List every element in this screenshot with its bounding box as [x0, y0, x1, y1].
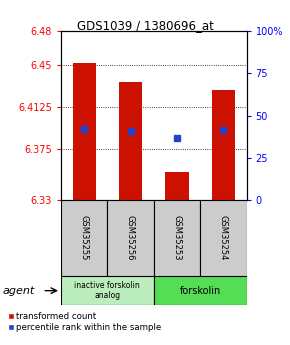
Text: GSM35254: GSM35254 [219, 215, 228, 261]
Text: GSM35255: GSM35255 [79, 215, 89, 261]
Bar [200, 200, 246, 276]
Text: forskolin: forskolin [180, 286, 221, 296]
Text: inactive forskolin
analog: inactive forskolin analog [75, 281, 140, 300]
Text: GSM35253: GSM35253 [172, 215, 182, 261]
Bar [154, 276, 246, 305]
Text: agent: agent [3, 286, 35, 296]
Bar [61, 276, 154, 305]
Bar [119, 82, 142, 200]
Text: GDS1039 / 1380696_at: GDS1039 / 1380696_at [77, 19, 213, 32]
Bar [165, 172, 188, 200]
Bar [212, 90, 235, 200]
Text: GSM35256: GSM35256 [126, 215, 135, 261]
Legend: transformed count, percentile rank within the sample: transformed count, percentile rank withi… [7, 311, 162, 333]
Bar [154, 200, 200, 276]
Bar [72, 62, 96, 200]
Bar [61, 200, 107, 276]
Bar [107, 200, 154, 276]
